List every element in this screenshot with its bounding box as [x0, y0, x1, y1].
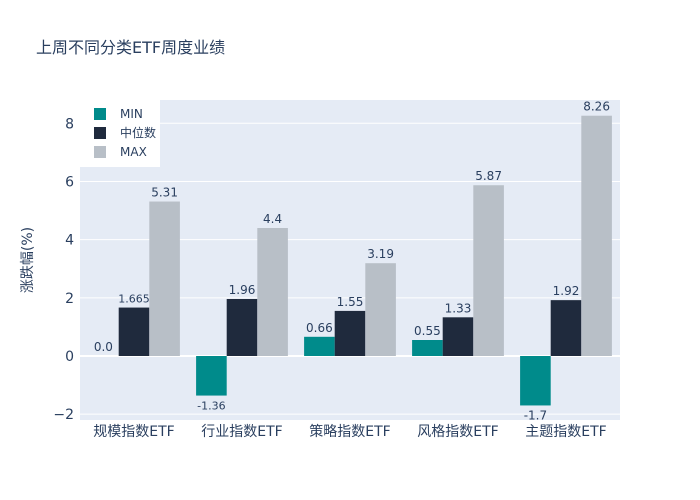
- data-label: 0.66: [306, 321, 333, 335]
- data-label: 0.55: [414, 324, 441, 338]
- legend-swatch: [94, 127, 106, 139]
- legend-swatch: [94, 146, 106, 158]
- data-label: 4.4: [263, 212, 282, 226]
- bar: [226, 298, 258, 356]
- x-tick-label: 风格指数ETF: [417, 424, 498, 440]
- y-tick-label: 2: [65, 291, 74, 307]
- y-axis-title: 涨跌幅(%): [20, 227, 36, 293]
- data-label: 1.665: [118, 293, 150, 306]
- x-tick-label: 策略指数ETF: [309, 423, 390, 440]
- y-tick-label: −2: [53, 407, 74, 423]
- data-labels: 0.0 -1.36 0.66 0.55 -1.7 1.665 1.96 1.55 1.33 1.9…: [94, 100, 610, 423]
- bar: [473, 185, 504, 356]
- y-tick-label: 6: [65, 174, 74, 190]
- bar: [118, 307, 150, 356]
- bar: [304, 336, 335, 356]
- bar: [520, 356, 551, 406]
- data-label: 0.0: [94, 340, 113, 354]
- data-label: 5.31: [151, 186, 178, 200]
- bar: [257, 228, 288, 356]
- x-axis-ticks: 规模指数ETF 行业指数ETF 策略指数ETF 风格指数ETF 主题指数ETF: [93, 423, 606, 440]
- bar: [550, 300, 582, 356]
- legend-box: [80, 100, 160, 167]
- legend[interactable]: MIN 中位数 MAX: [80, 100, 160, 167]
- legend-item[interactable]: MIN: [94, 107, 143, 121]
- data-label: 8.26: [583, 100, 610, 114]
- bar: [365, 263, 396, 356]
- y-tick-label: 0: [65, 349, 74, 365]
- data-label: 1.55: [337, 295, 364, 309]
- bar: [149, 201, 180, 356]
- data-label: -1.36: [197, 400, 225, 413]
- legend-label: MAX: [120, 145, 147, 159]
- legend-item[interactable]: MAX: [94, 145, 147, 159]
- x-tick-label: 行业指数ETF: [201, 424, 282, 440]
- x-tick-label: 规模指数ETF: [93, 424, 174, 440]
- chart-title: 上周不同分类ETF周度业绩: [36, 38, 226, 57]
- data-label: 1.92: [553, 284, 580, 298]
- data-label: 5.87: [475, 169, 502, 183]
- bars: [118, 115, 612, 406]
- bar: [442, 317, 474, 356]
- data-label: 3.19: [367, 247, 394, 261]
- legend-label: 中位数: [120, 125, 156, 140]
- legend-label: MIN: [120, 107, 143, 121]
- y-axis-ticks: −2 0 2 4 6 8: [53, 116, 74, 423]
- data-label: 1.33: [445, 301, 472, 315]
- data-label: 1.96: [229, 283, 256, 297]
- bar: [412, 340, 443, 356]
- legend-item[interactable]: 中位数: [94, 125, 156, 140]
- data-label: -1.7: [524, 408, 547, 422]
- y-tick-label: 8: [65, 116, 74, 132]
- x-tick-label: 主题指数ETF: [525, 424, 606, 440]
- bar: [196, 356, 227, 396]
- y-tick-label: 4: [65, 233, 74, 249]
- bar: [581, 115, 612, 356]
- legend-swatch: [94, 108, 106, 120]
- bar: [334, 310, 366, 356]
